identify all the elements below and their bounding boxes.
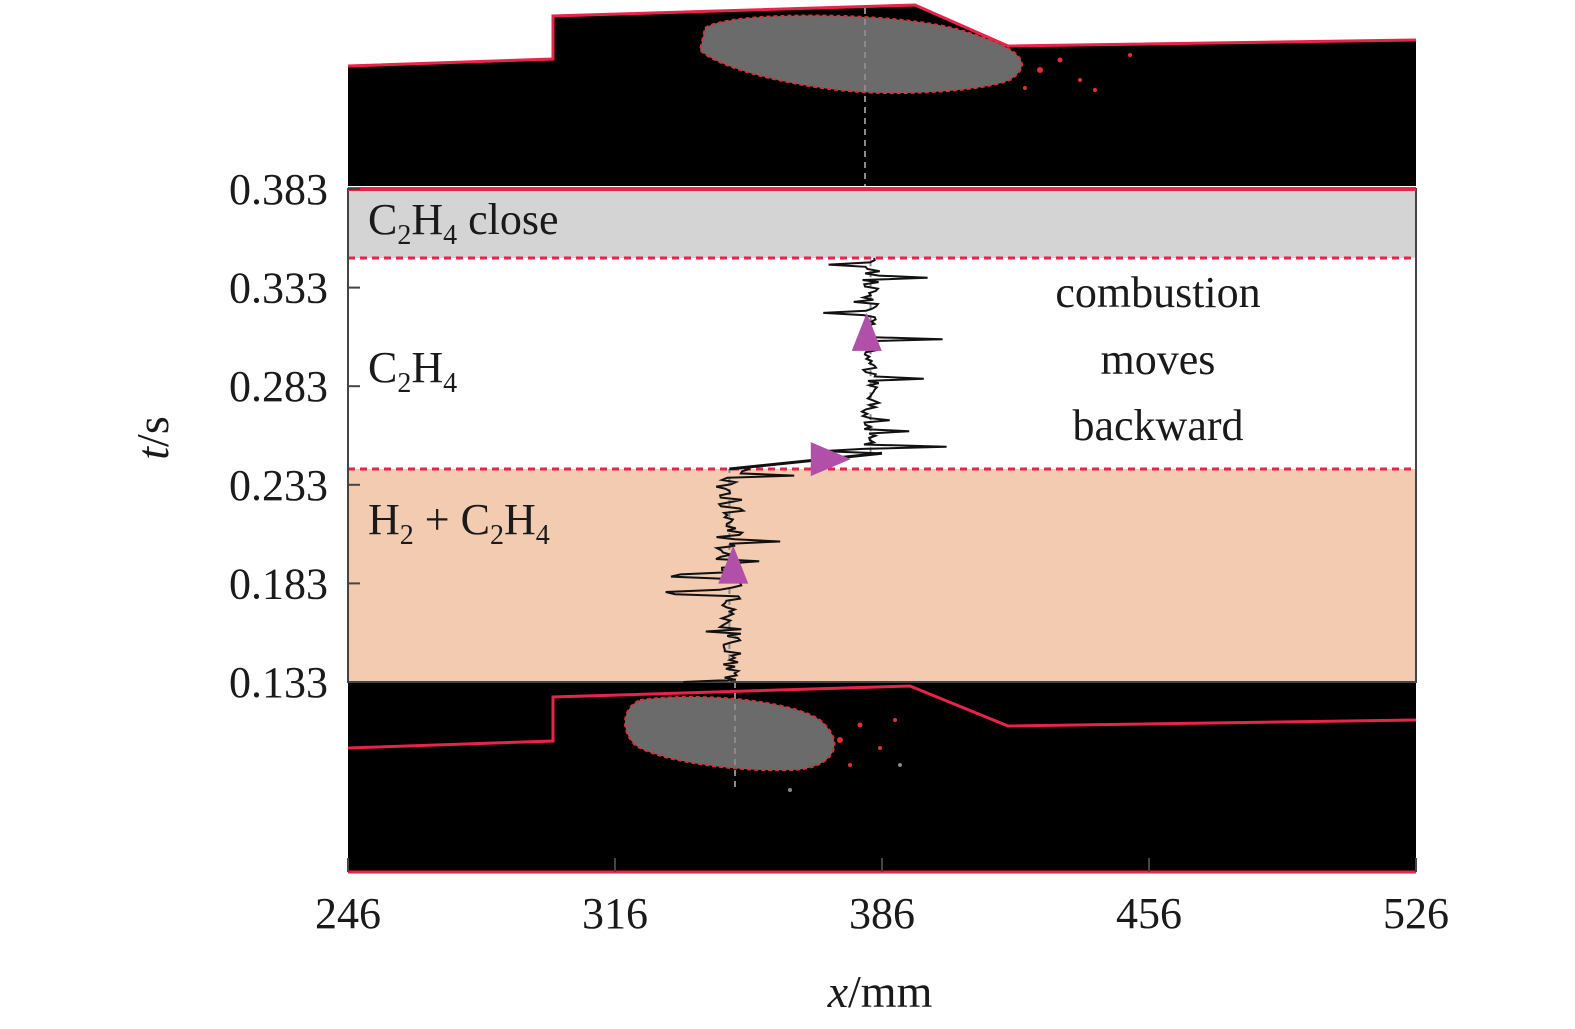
x-axis-label: x/mm [827,966,933,1017]
x-tick-label-1: 316 [582,889,648,938]
series-transition [729,451,883,471]
x-tick-label-4: 526 [1383,889,1449,938]
x-tick-label-2: 386 [849,889,915,938]
band-0 [348,469,1416,682]
y-tick-label-1: 0.183 [229,559,328,608]
y-tick-label-3: 0.283 [229,362,328,411]
annotation-combustion: combustion moves backward [1055,268,1260,450]
band-label-c2h4-close: C2H4 close [368,195,559,251]
y-tick-label-0: 0.133 [229,658,328,707]
band-label-h2-c2h4: H2 + C2H4 [368,495,550,551]
arrows [718,312,882,584]
annotation-line-3: backward [1072,401,1243,450]
direction-arrow-0 [718,545,749,584]
direction-arrow-1 [810,442,851,477]
x-tick-label-0: 246 [315,889,381,938]
bottom-flame-image [347,682,1417,874]
y-axis-label: t/s [127,416,178,459]
y-tick-label-4: 0.333 [229,264,328,313]
bands [348,189,1416,682]
y-axis-ticks: 0.133 0.183 0.233 0.283 0.333 0.383 [229,165,360,707]
direction-arrow-2 [851,312,882,351]
series-trace-0 [665,468,795,683]
annotation-line-2: moves [1101,335,1216,384]
series [665,257,947,683]
annotation-line-1: combustion [1055,268,1260,317]
series-trace-2 [822,257,947,455]
y-tick-label-2: 0.233 [229,461,328,510]
x-axis-ticks: 246 316 386 456 526 [315,858,1449,938]
y-tick-label-5: 0.383 [229,165,328,214]
band-2 [348,189,1416,259]
top-flame-image [347,3,1417,186]
x-tick-label-3: 456 [1116,889,1182,938]
band-label-c2h4: C2H4 [368,343,457,399]
band-1 [348,258,1416,470]
